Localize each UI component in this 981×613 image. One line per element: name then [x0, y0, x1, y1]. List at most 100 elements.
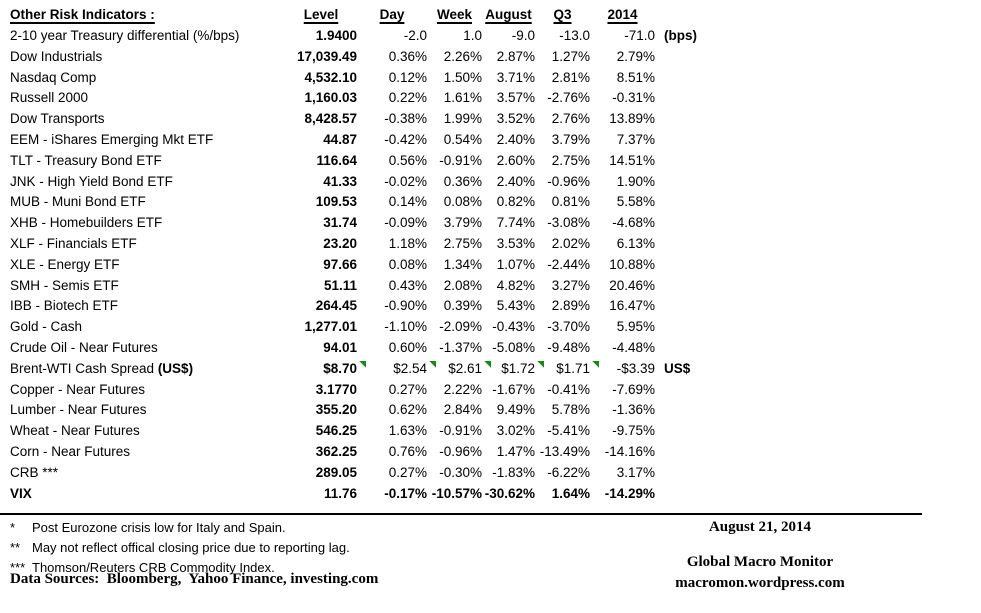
q3-cell: 2.02% [535, 234, 590, 255]
row-label-cell: Brent-WTI Cash Spread (US$) [10, 360, 194, 376]
header-row: Other Risk Indicators : Level Day Week A… [10, 5, 717, 26]
august-cell-value: 3.57% [496, 90, 535, 106]
day-cell-value: 0.14% [388, 194, 427, 210]
august-cell-value: 7.74% [496, 215, 535, 231]
y2014-cell: 3.17% [590, 463, 655, 484]
day-cell: 0.36% [357, 47, 427, 68]
row-label-cell: Copper - Near Futures [10, 381, 146, 397]
level-cell-value: 289.05 [315, 464, 357, 480]
q3-cell: 2.89% [535, 296, 590, 317]
y2014-cell-value: -9.75% [612, 423, 655, 439]
footnote-marker: * [10, 520, 16, 535]
table-row: Dow Transports 8,428.57 -0.38% 1.99% 3.52% 2.… [10, 109, 717, 130]
q3-cell-value: $1.71 [556, 360, 590, 376]
week-cell-value: 0.54% [443, 131, 482, 147]
y2014-cell: 16.47% [590, 296, 655, 317]
y2014-cell-value: 14.51% [609, 152, 655, 168]
level-cell-value: 51.11 [323, 277, 357, 293]
level-cell-value: $8.70 [323, 360, 357, 376]
note-cell [655, 380, 717, 401]
day-cell-value: 0.22% [388, 90, 427, 106]
table-title: Other Risk Indicators : [10, 5, 285, 26]
report-date: August 21, 2014 [708, 519, 812, 535]
august-cell: 3.71% [482, 68, 535, 89]
q3-cell: -9.48% [535, 338, 590, 359]
day-cell: 0.76% [357, 442, 427, 463]
week-cell-value: 1.50% [443, 69, 482, 85]
footnote: ** May not reflect offical closing price … [10, 538, 350, 558]
level-cell: 1.9400 [285, 26, 357, 47]
august-cell-value: 0.82% [496, 194, 535, 210]
week-cell: 1.50% [427, 68, 482, 89]
row-label-cell: SMH - Semis ETF [10, 277, 119, 293]
level-cell-value: 546.25 [315, 423, 357, 439]
day-cell-value: -0.38% [384, 111, 427, 127]
column-header-q3: Q3 [553, 7, 572, 23]
q3-cell: -0.41% [535, 380, 590, 401]
week-cell-value: 0.08% [443, 194, 482, 210]
level-cell-value: 41.33 [323, 173, 357, 189]
level-cell-value: 362.25 [315, 443, 357, 459]
note-cell [655, 151, 717, 172]
q3-cell-value: -6.22% [547, 464, 590, 480]
note-cell [655, 276, 717, 297]
level-cell: 109.53 [285, 192, 357, 213]
risk-monitor-sheet: { "title": "Other Risk Indicators :", "t… [0, 5, 981, 613]
table-row: XLF - Financials ETF 23.20 1.18% 2.75% 3.53%… [10, 234, 717, 255]
row-label-cell: Crude Oil - Near Futures [10, 339, 158, 355]
level-cell-value: 8,428.57 [304, 111, 357, 127]
y2014-cell-value: -71.0 [624, 28, 655, 43]
day-cell: 1.63% [357, 421, 427, 442]
august-cell: 1.07% [482, 255, 535, 276]
y2014-cell: 14.51% [590, 151, 655, 172]
column-header-august: August [485, 7, 532, 23]
level-cell-value: 1.9400 [315, 28, 357, 43]
level-cell: 4,532.10 [285, 68, 357, 89]
table-row: IBB - Biotech ETF 264.45 -0.90% 0.39% 5.43% 2… [10, 296, 717, 317]
table-title-text: Other Risk Indicators : [10, 7, 155, 23]
day-cell-value: $2.54 [393, 360, 427, 376]
august-cell-value: $1.72 [501, 360, 535, 376]
y2014-cell-value: 5.95% [616, 319, 655, 335]
comment-flag-icon [592, 360, 599, 368]
comment-flag-icon [537, 360, 544, 368]
week-cell-value: 2.08% [443, 277, 482, 293]
table-row: Wheat - Near Futures 546.25 1.63% -0.91% 3.0… [10, 421, 717, 442]
comment-flag-icon [429, 360, 436, 368]
q3-cell-value: -2.44% [547, 256, 590, 272]
note-cell [655, 234, 717, 255]
level-cell-value: 1,160.03 [304, 90, 357, 106]
august-cell-value: -1.67% [492, 381, 535, 397]
level-cell: 8,428.57 [285, 109, 357, 130]
level-cell-value: 11.76 [323, 485, 357, 501]
day-cell: 0.08% [357, 255, 427, 276]
note-cell [655, 338, 717, 359]
y2014-cell: 10.88% [590, 255, 655, 276]
level-cell: 264.45 [285, 296, 357, 317]
day-cell-value: 1.18% [388, 235, 427, 251]
august-cell-value: 2.40% [496, 173, 535, 189]
august-cell: -1.67% [482, 380, 535, 401]
q3-cell: 3.27% [535, 276, 590, 297]
table-row: Copper - Near Futures 3.1770 0.27% 2.22% -1.… [10, 380, 717, 401]
y2014-cell-value: -4.68% [612, 215, 655, 231]
q3-cell-value: 2.89% [551, 298, 590, 314]
q3-cell: -0.96% [535, 172, 590, 193]
report-footer: August 21, 2014 Global Macro Monitor mac… [640, 517, 880, 594]
q3-cell-value: -5.41% [547, 423, 590, 439]
q3-cell-value: 3.27% [551, 277, 590, 293]
y2014-cell: 1.90% [590, 172, 655, 193]
august-cell: 4.82% [482, 276, 535, 297]
day-cell: 0.60% [357, 338, 427, 359]
q3-cell-value: 5.78% [551, 402, 590, 418]
august-cell: 5.43% [482, 296, 535, 317]
week-cell: 2.84% [427, 400, 482, 421]
y2014-cell: 5.95% [590, 317, 655, 338]
column-header-level: Level [303, 7, 339, 23]
day-cell-value: -1.10% [384, 319, 427, 335]
august-cell-value: 3.52% [496, 111, 535, 127]
day-cell-value: -2.0 [403, 28, 427, 43]
note-cell-value: (bps) [664, 28, 697, 43]
q3-cell: 5.78% [535, 400, 590, 421]
week-cell: 0.36% [427, 172, 482, 193]
